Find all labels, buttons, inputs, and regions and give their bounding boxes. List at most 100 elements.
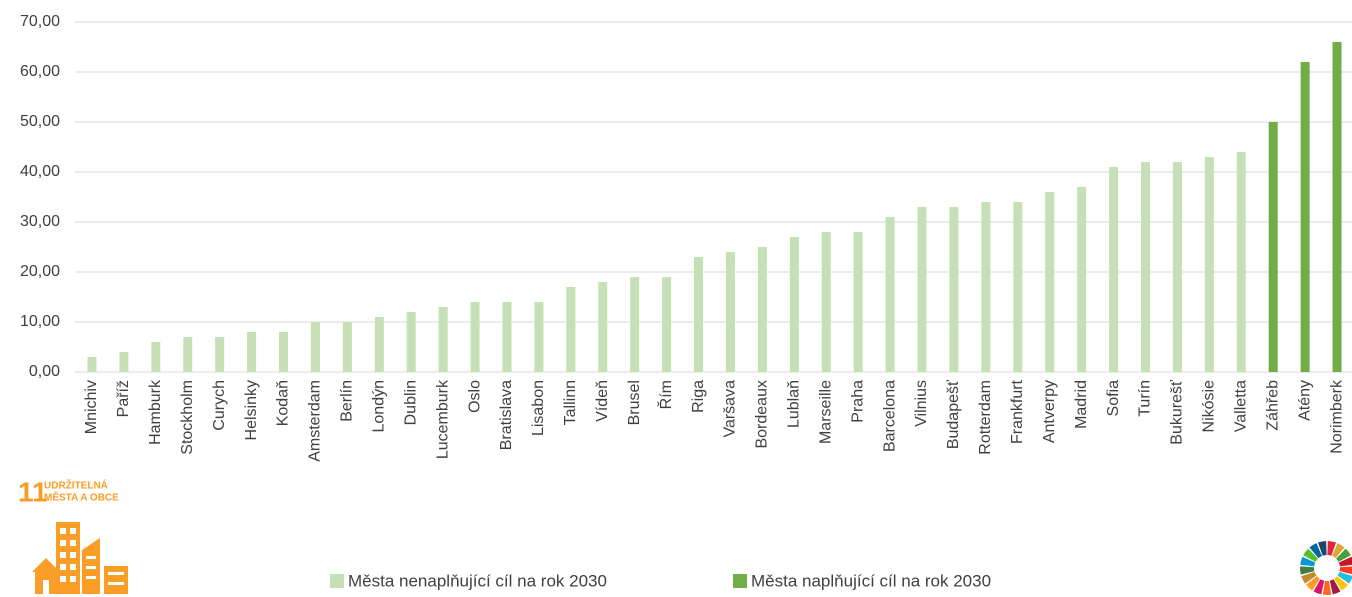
x-tick-label: Curych (211, 380, 228, 431)
x-tick-label: Hamburk (147, 379, 164, 445)
bar (1077, 187, 1087, 372)
bar (885, 217, 895, 372)
x-tick-label: Lublaň (786, 380, 803, 428)
bar (374, 317, 384, 372)
x-tick-label: Lisabon (530, 380, 547, 436)
bar (502, 302, 512, 372)
bar (598, 282, 608, 372)
bar (1045, 192, 1055, 372)
bar (406, 312, 416, 372)
y-tick-label: 40,00 (20, 163, 60, 180)
bar (789, 237, 799, 372)
wheel-segment (1322, 580, 1332, 595)
bar (981, 202, 991, 372)
x-tick-label: Rotterdam (977, 380, 994, 455)
x-tick-label: Bukurešť (1169, 379, 1186, 445)
wheel-segment (1305, 576, 1320, 591)
wheel-segment (1301, 571, 1317, 584)
y-tick-label: 60,00 (20, 63, 60, 80)
bar (949, 207, 959, 372)
x-tick-label: Sofia (1105, 380, 1122, 417)
wheel-segment (1332, 543, 1345, 559)
x-tick-label: Norimberk (1328, 379, 1345, 454)
wheel-segment (1338, 556, 1352, 567)
y-tick-label: 0,00 (29, 363, 60, 380)
x-tick-label: Riga (690, 380, 707, 413)
x-tick-label: Praha (849, 380, 866, 423)
x-tick-label: Madrid (1073, 380, 1090, 429)
x-tick-label: Nikósie (1201, 380, 1218, 433)
x-tick-label: Kodaň (275, 380, 292, 426)
legend-swatch (733, 574, 747, 588)
bar (1109, 167, 1119, 372)
bar (215, 337, 225, 372)
y-tick-label: 20,00 (20, 263, 60, 280)
x-tick-label: Helsinky (243, 380, 260, 440)
wheel-segment (1339, 566, 1352, 575)
x-tick-label: Záhřeb (1264, 380, 1281, 431)
x-tick-label: Brusel (626, 380, 643, 425)
x-tick-label: Turín (1137, 380, 1154, 417)
bar (1013, 202, 1023, 372)
bar (279, 332, 289, 372)
wheel-segment (1313, 579, 1325, 595)
x-tick-label: Stockholm (179, 380, 196, 455)
bar (1300, 62, 1310, 372)
y-tick-label: 10,00 (20, 313, 60, 330)
x-tick-label: Vilnius (913, 380, 930, 427)
x-tick-label: Amsterdam (307, 380, 324, 462)
wheel-segment (1318, 541, 1327, 556)
bar (1236, 152, 1246, 372)
wheel-segment (1329, 579, 1341, 595)
legend-swatch (330, 574, 344, 588)
wheel-segment (1300, 566, 1315, 575)
x-tick-label: Oslo (466, 380, 483, 413)
bar (1268, 122, 1278, 372)
y-tick-label: 50,00 (20, 113, 60, 130)
bar (183, 337, 193, 372)
wheel-segment (1334, 576, 1349, 591)
wheel-segment (1309, 543, 1322, 559)
x-tick-label: Budapešť (945, 379, 962, 449)
bar (757, 247, 767, 372)
city-windows (43, 528, 124, 594)
bar (534, 302, 544, 372)
x-tick-label: Marseille (817, 380, 834, 444)
bar (694, 257, 704, 372)
x-tick-label: Barcelona (881, 380, 898, 452)
x-tick-label: Valletta (1232, 380, 1249, 432)
x-tick-label: Vídeň (594, 380, 611, 422)
x-tick-label: Londýn (371, 380, 388, 433)
bar (853, 232, 863, 372)
bar (342, 322, 352, 372)
x-tick-label: Frankfurt (1009, 379, 1026, 444)
y-tick-label: 30,00 (20, 213, 60, 230)
legend-label: Města nenaplňující cíl na rok 2030 (348, 571, 607, 590)
logo-number: 11 (18, 476, 48, 507)
wheel-segment (1336, 548, 1351, 562)
bar (310, 322, 320, 372)
x-tick-label: Berlín (339, 380, 356, 422)
wheel-segment (1327, 541, 1336, 556)
x-tick-label: Atény (1296, 380, 1313, 421)
x-tick-label: Lucemburk (434, 379, 451, 459)
bar (1332, 42, 1342, 372)
bar (917, 207, 927, 372)
logo-line: UDRŽITELNÁ (44, 479, 108, 492)
logo-line: MĚSTA A OBCE (44, 491, 119, 504)
bar (630, 277, 640, 372)
x-tick-label: Bratislava (498, 380, 515, 450)
bar (821, 232, 831, 372)
x-tick-label: Antverpy (1041, 380, 1058, 443)
sdg-logo: 11 UDRŽITELNÁ MĚSTA A OBCE (18, 476, 128, 594)
bar (470, 302, 480, 372)
bar (247, 332, 257, 372)
y-tick-label: 70,00 (20, 13, 60, 30)
bar (1204, 157, 1214, 372)
bar (1140, 162, 1150, 372)
bar (566, 287, 576, 372)
wheel-segment (1303, 548, 1318, 562)
x-tick-label: Tallinn (562, 380, 579, 425)
bar (151, 342, 161, 372)
x-tick-label: Řím (656, 380, 675, 409)
